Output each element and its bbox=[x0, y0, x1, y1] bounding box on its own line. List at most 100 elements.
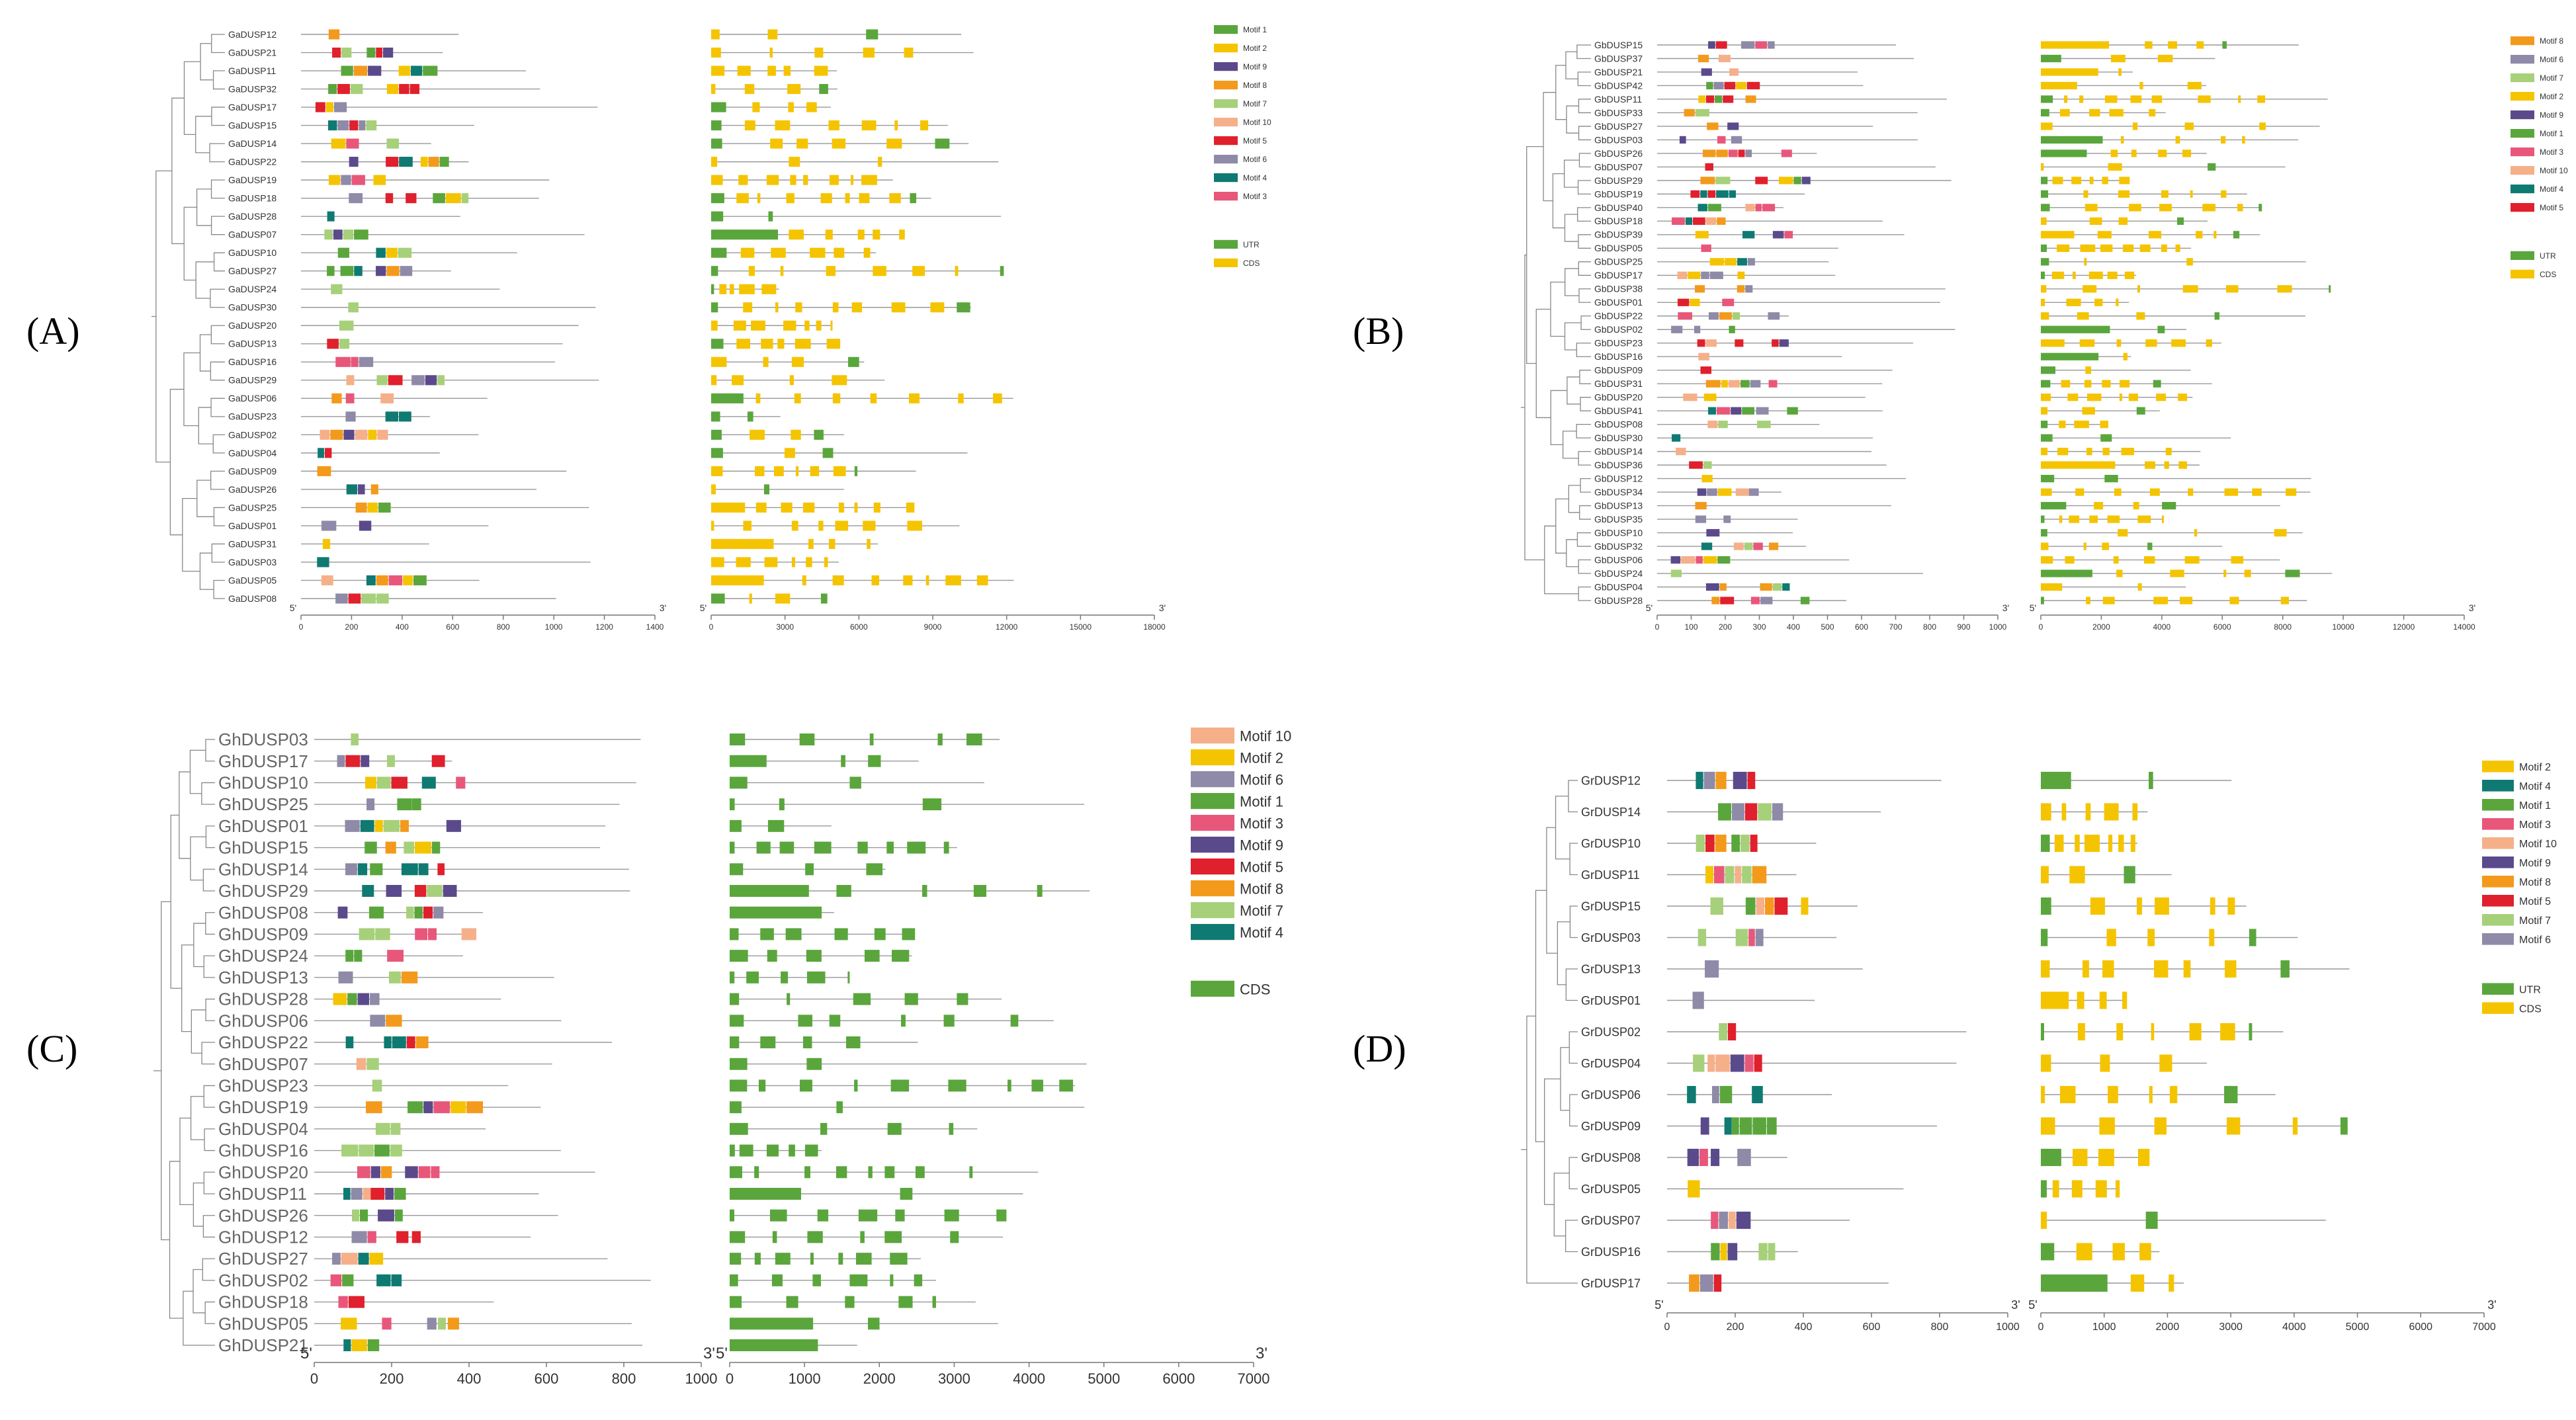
cds-box bbox=[2274, 528, 2287, 537]
utr-box bbox=[820, 593, 828, 604]
cds-box bbox=[854, 1079, 858, 1092]
motif-box bbox=[343, 1339, 351, 1351]
utr-box bbox=[711, 302, 718, 313]
motif-box bbox=[1672, 217, 1685, 225]
cds-box bbox=[2090, 897, 2106, 915]
motif-box bbox=[1707, 204, 1721, 212]
gene-name: GbDUSP42 bbox=[1594, 80, 1643, 91]
gene-name: GaDUSP16 bbox=[228, 356, 277, 367]
tree-branch bbox=[1569, 905, 1578, 939]
tree-branch bbox=[196, 480, 214, 517]
utr-box bbox=[2041, 136, 2103, 144]
axis-end-label: 3' bbox=[2487, 1298, 2496, 1312]
motif-box bbox=[1755, 929, 1764, 946]
cds-box bbox=[2231, 556, 2244, 564]
cds-box bbox=[2238, 95, 2241, 103]
legend-swatch bbox=[2482, 895, 2514, 907]
motif-box bbox=[1711, 597, 1720, 605]
cds-box bbox=[2165, 448, 2172, 456]
cds-box bbox=[791, 356, 804, 367]
cds-box bbox=[730, 906, 822, 919]
cds-box bbox=[2102, 542, 2110, 550]
gene-name: GbDUSP18 bbox=[1594, 216, 1643, 226]
axis-tick-label: 6000 bbox=[850, 622, 868, 632]
cds-box bbox=[2041, 163, 2044, 171]
axis-tick-label: 0 bbox=[310, 1370, 318, 1387]
cds-box bbox=[930, 302, 945, 313]
motif-box bbox=[415, 928, 428, 940]
cds-box bbox=[2120, 136, 2124, 144]
utr-box bbox=[2100, 434, 2112, 442]
cds-box bbox=[783, 65, 791, 76]
gene-row: GhDUSP23 bbox=[218, 1076, 1075, 1096]
utr-box bbox=[957, 302, 970, 313]
legend-label: Motif 2 bbox=[2519, 762, 2551, 773]
tree-branch bbox=[170, 814, 182, 989]
motif-box bbox=[1735, 866, 1742, 884]
cds-box bbox=[2137, 515, 2151, 523]
motif-box bbox=[383, 47, 394, 58]
gene-row: GbDUSP34 bbox=[1594, 487, 2311, 497]
cds-box bbox=[767, 1144, 779, 1157]
utr-box bbox=[2104, 474, 2118, 483]
motif-box bbox=[1711, 1211, 1719, 1230]
motif-box bbox=[382, 1317, 392, 1330]
gene-row: GrDUSP06 bbox=[1581, 1085, 2276, 1104]
gene-name: GaDUSP10 bbox=[228, 247, 277, 258]
cds-box bbox=[892, 950, 910, 962]
cds-box bbox=[895, 1209, 905, 1222]
motif-box bbox=[431, 841, 441, 854]
legend-label: Motif 6 bbox=[2540, 55, 2563, 64]
cds-box bbox=[711, 538, 774, 550]
gene-row: GbDUSP42 bbox=[1594, 80, 2206, 91]
motif-box bbox=[398, 247, 412, 258]
motif-box bbox=[1695, 515, 1707, 523]
gene-name: GbDUSP07 bbox=[1594, 161, 1643, 172]
tree-branch bbox=[196, 188, 212, 226]
gene-name: GaDUSP05 bbox=[228, 575, 277, 585]
cds-box bbox=[730, 1209, 735, 1222]
motif-box bbox=[1755, 41, 1768, 49]
cds-box bbox=[829, 1015, 841, 1027]
motif-box bbox=[383, 819, 400, 832]
legend-swatch bbox=[1214, 118, 1238, 127]
legend-swatch bbox=[1214, 155, 1238, 164]
motif-box bbox=[1764, 897, 1774, 915]
motif-box bbox=[1700, 190, 1707, 198]
cds-box bbox=[711, 521, 714, 531]
motif-box bbox=[1719, 312, 1732, 320]
cds-box bbox=[2041, 285, 2047, 293]
motif-box bbox=[1746, 81, 1760, 90]
utr-box bbox=[2041, 204, 2050, 212]
motif-box bbox=[1787, 407, 1798, 415]
cds-box bbox=[849, 776, 861, 789]
axis-start-label: 5' bbox=[1646, 603, 1653, 613]
motif-box bbox=[1718, 421, 1728, 429]
motif-box bbox=[427, 885, 443, 897]
gene-row: GhDUSP25 bbox=[218, 794, 1084, 814]
motif-box bbox=[315, 102, 325, 112]
cds-box bbox=[755, 393, 761, 403]
phylo-tree bbox=[1521, 44, 1591, 601]
gene-name: GhDUSP03 bbox=[218, 730, 308, 749]
motif-box bbox=[1800, 597, 1810, 605]
motif-box bbox=[348, 593, 361, 604]
gene-row: GaDUSP26 bbox=[228, 484, 844, 495]
cds-box bbox=[2041, 407, 2048, 415]
motif-box bbox=[354, 950, 363, 962]
cds-box bbox=[730, 993, 740, 1005]
cds-box bbox=[789, 157, 800, 167]
axis-tick-label: 200 bbox=[1719, 622, 1732, 632]
cds-box bbox=[2147, 929, 2155, 946]
motif-box bbox=[423, 906, 433, 919]
motif-box bbox=[1744, 1054, 1754, 1072]
legend-swatch bbox=[1191, 771, 1234, 788]
cds-box bbox=[877, 157, 882, 167]
cds-box bbox=[2041, 1117, 2055, 1135]
gene-row: GrDUSP01 bbox=[1581, 991, 2127, 1009]
motif-box bbox=[1713, 1274, 1722, 1292]
motif-box bbox=[342, 1274, 354, 1286]
cds-box bbox=[976, 575, 988, 586]
utr-box bbox=[2041, 1180, 2047, 1198]
